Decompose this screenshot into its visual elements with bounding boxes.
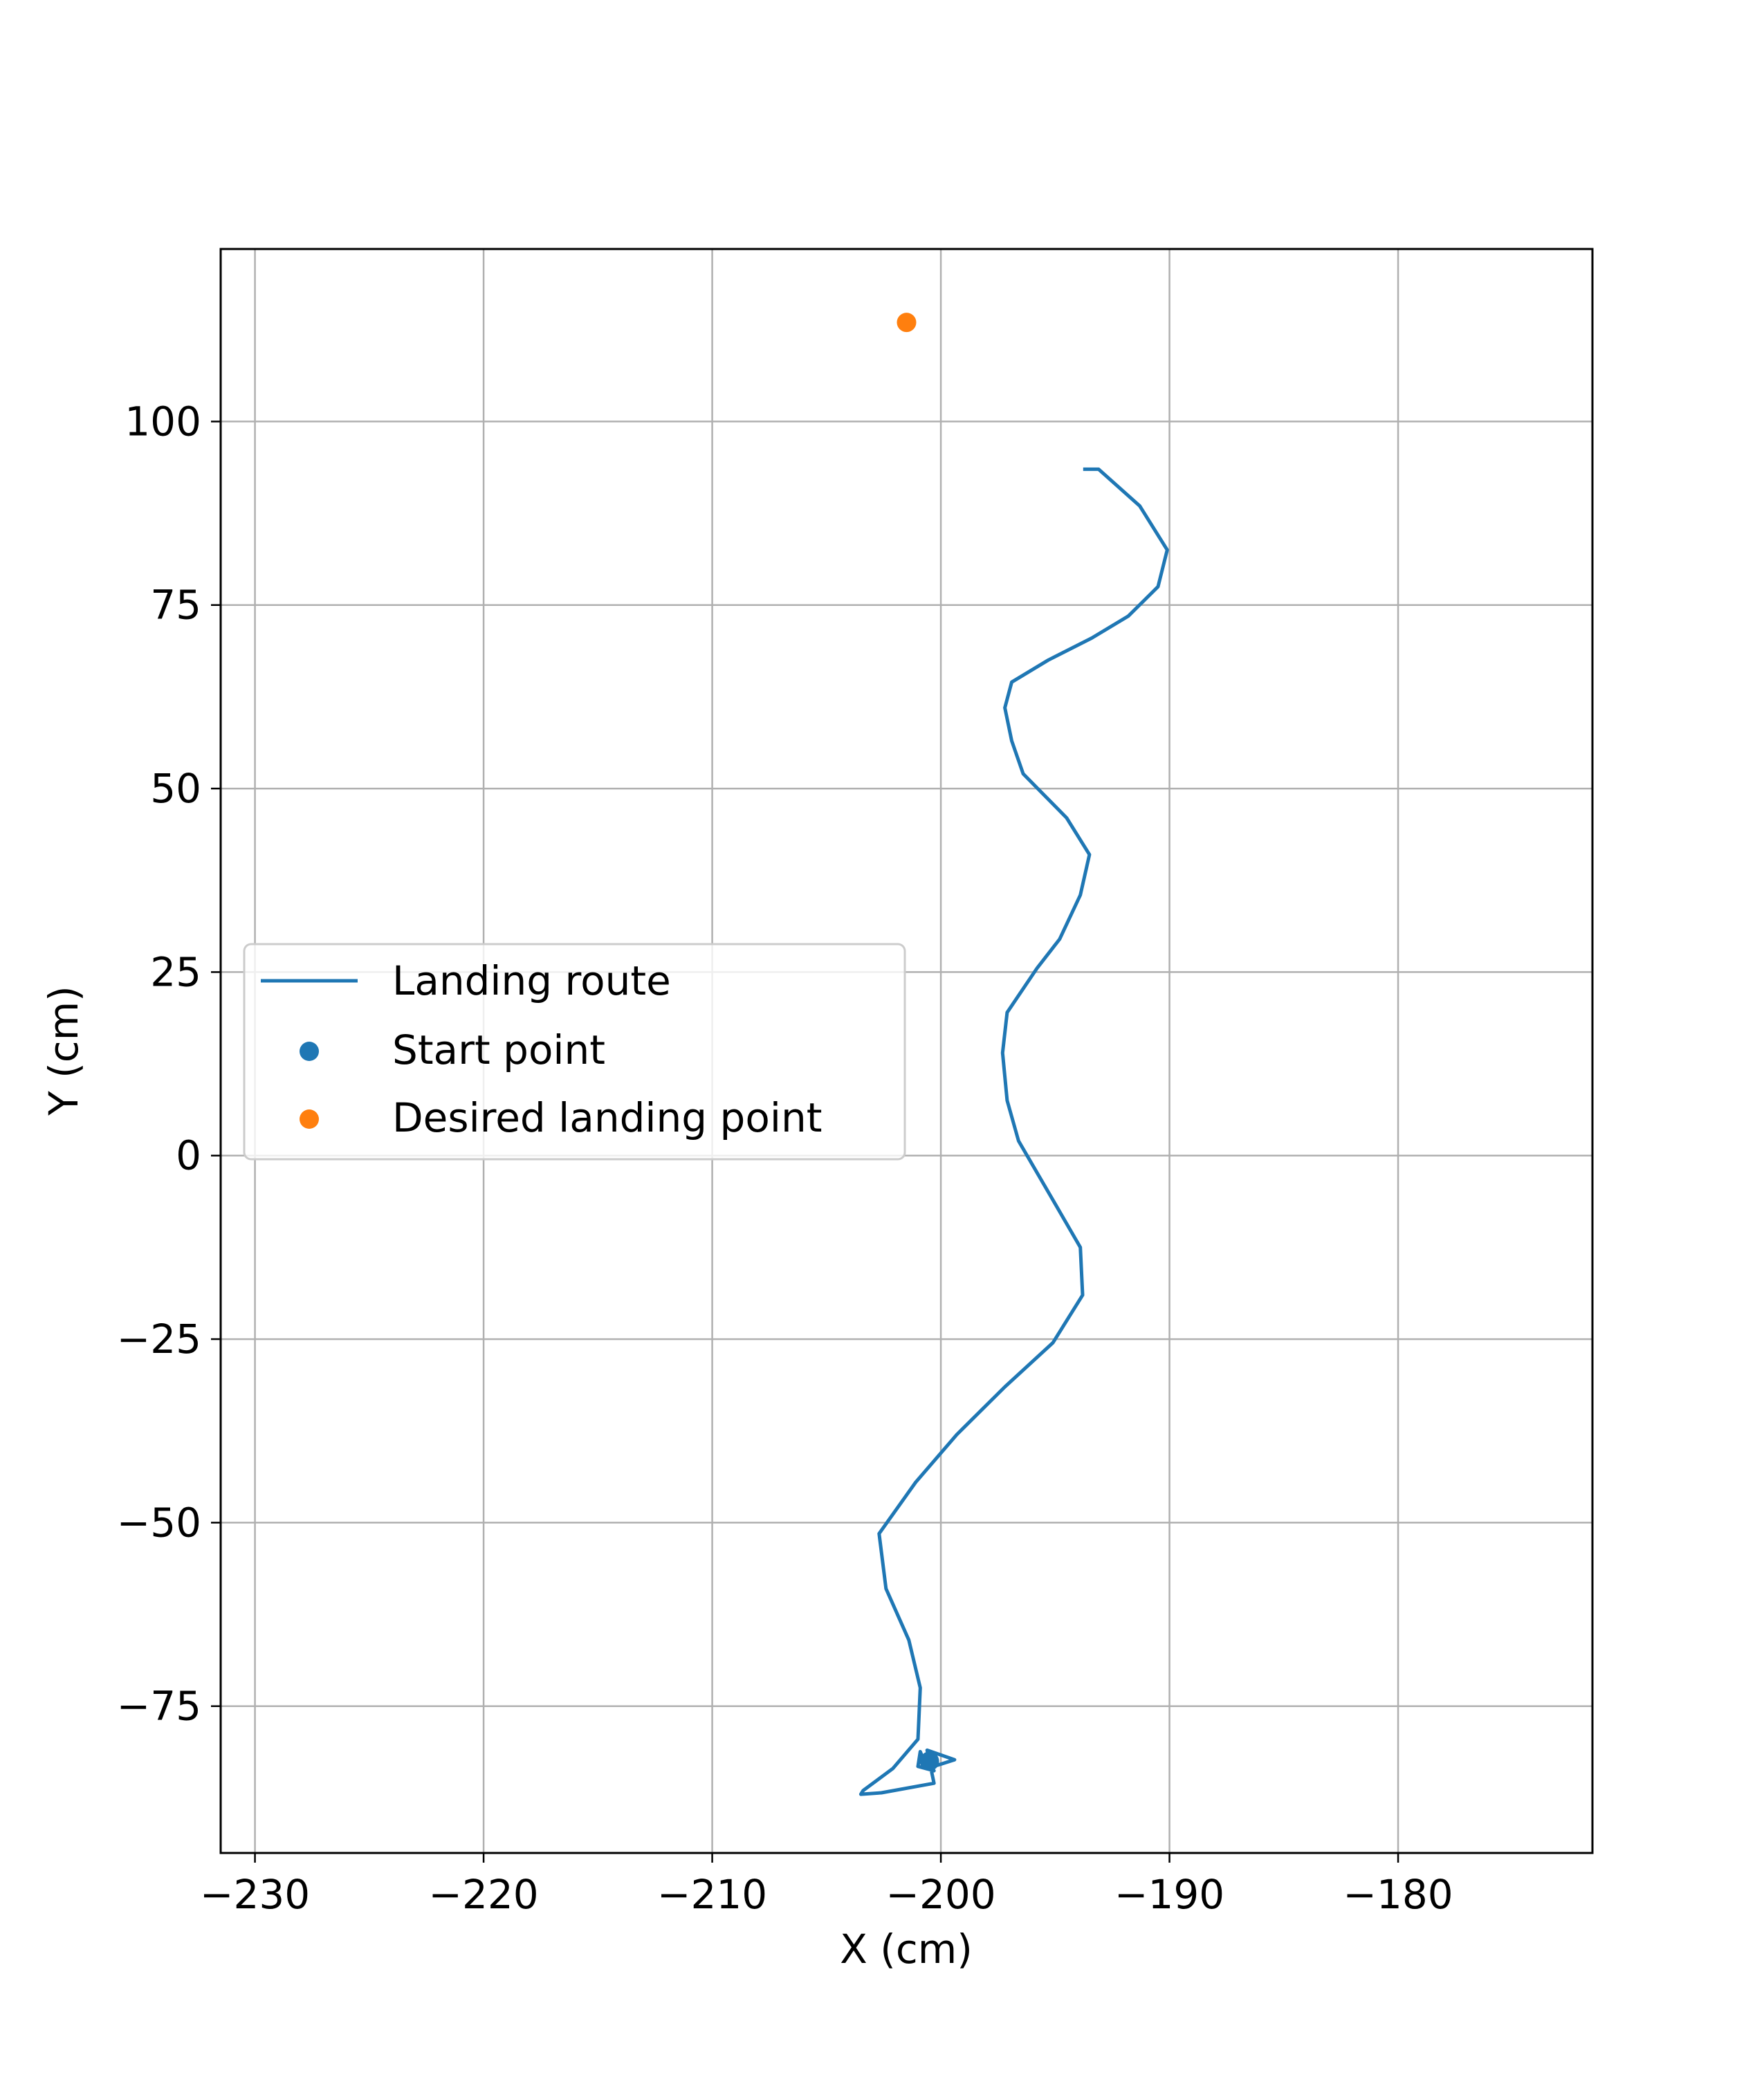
legend-label-landing-route: Landing route [392, 957, 671, 1004]
legend-marker-start-point [300, 1042, 319, 1061]
desired-landing-point-marker [897, 313, 917, 333]
y-tick-label: 0 [176, 1132, 201, 1179]
y-tick-label: 25 [150, 948, 201, 995]
y-tick-label: −25 [117, 1316, 201, 1363]
start-point-marker [919, 1751, 939, 1771]
x-tick-label: −190 [1114, 1871, 1224, 1918]
x-tick-label: −230 [200, 1871, 310, 1918]
ticks: −230 −220 −210 −200 −190 −180 −75 −50 −25 0 25 50 75… [117, 398, 1453, 1918]
x-tick-label: −220 [428, 1871, 538, 1918]
legend-label-start-point: Start point [392, 1026, 605, 1073]
y-tick-label: −50 [117, 1499, 201, 1546]
y-axis-label: Y (cm) [40, 986, 87, 1116]
y-tick-label: 50 [150, 765, 201, 812]
plot-frame [219, 248, 1594, 1854]
y-tick-label: 100 [125, 398, 201, 445]
x-tick-label: −180 [1343, 1871, 1453, 1918]
x-tick-label: −210 [657, 1871, 767, 1918]
series-layer [858, 313, 1169, 1796]
legend-box [243, 943, 906, 1161]
y-tick-label: 75 [150, 582, 201, 629]
x-tick-label: −200 [885, 1871, 995, 1918]
legend-marker-desired-landing-point [300, 1109, 319, 1129]
x-axis-label: X (cm) [840, 1926, 973, 1973]
legend: Landing route Start point Desired landin… [243, 943, 906, 1161]
legend-label-desired-landing-point: Desired landing point [392, 1094, 822, 1141]
y-tick-label: −75 [117, 1683, 201, 1730]
